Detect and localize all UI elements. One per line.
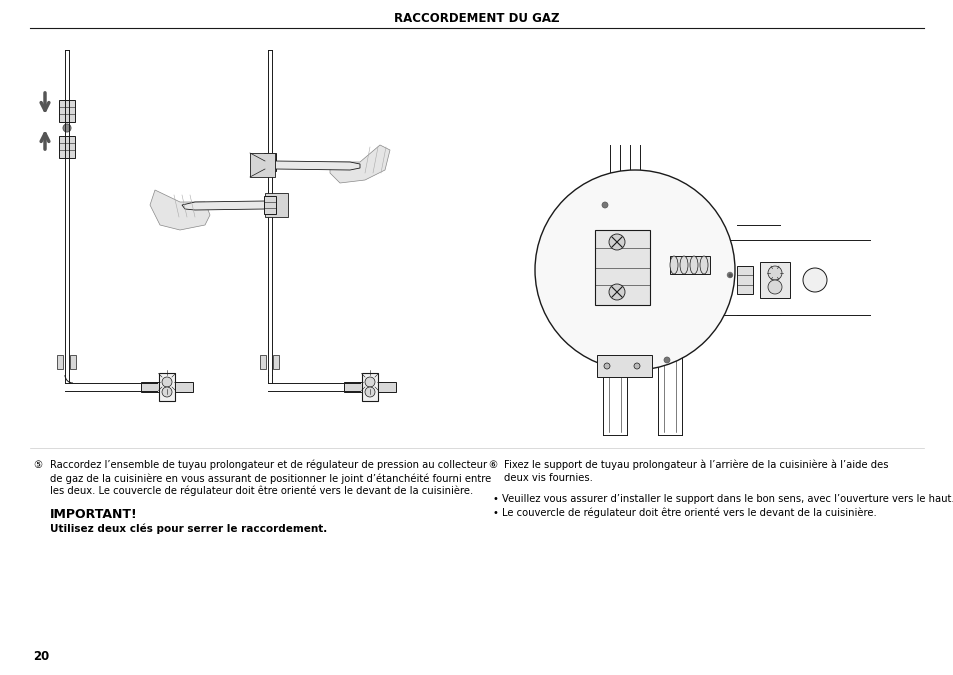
Text: • Veuillez vous assurer d’installer le support dans le bon sens, avec l’ouvertur: • Veuillez vous assurer d’installer le s… <box>493 494 953 504</box>
Text: IMPORTANT!: IMPORTANT! <box>50 508 137 521</box>
Bar <box>70 355 76 369</box>
Text: ⑥: ⑥ <box>488 460 497 470</box>
Text: deux vis fournies.: deux vis fournies. <box>503 473 592 483</box>
Ellipse shape <box>669 256 678 274</box>
Circle shape <box>767 266 781 280</box>
Circle shape <box>162 387 172 397</box>
Polygon shape <box>274 161 359 170</box>
Polygon shape <box>182 201 265 210</box>
Circle shape <box>365 377 375 387</box>
Circle shape <box>608 234 624 250</box>
Text: RACCORDEMENT DU GAZ: RACCORDEMENT DU GAZ <box>394 11 559 24</box>
Bar <box>273 355 278 369</box>
Text: 20: 20 <box>33 651 50 664</box>
Text: de gaz de la cuisinière en vous assurant de positionner le joint d’étanchéité fo: de gaz de la cuisinière en vous assurant… <box>50 473 491 483</box>
Circle shape <box>802 268 826 292</box>
Text: les deux. Le couvercle de régulateur doit être orienté vers le devant de la cuis: les deux. Le couvercle de régulateur doi… <box>50 486 473 497</box>
Circle shape <box>663 357 669 363</box>
Bar <box>361 373 377 401</box>
Circle shape <box>535 170 734 370</box>
Bar <box>377 382 395 392</box>
Bar <box>59 136 75 158</box>
Bar <box>57 355 63 369</box>
Text: • Le couvercle de régulateur doit être orienté vers le devant de la cuisinière.: • Le couvercle de régulateur doit être o… <box>493 507 876 518</box>
Ellipse shape <box>679 256 687 274</box>
Circle shape <box>63 124 71 132</box>
Circle shape <box>634 363 639 369</box>
Bar <box>669 256 709 274</box>
Polygon shape <box>150 190 210 230</box>
Bar <box>264 153 275 171</box>
Text: Raccordez l’ensemble de tuyau prolongateur et de régulateur de pression au colle: Raccordez l’ensemble de tuyau prolongate… <box>50 460 487 470</box>
Ellipse shape <box>700 256 707 274</box>
Circle shape <box>767 280 781 294</box>
Polygon shape <box>330 145 390 183</box>
Text: Fixez le support de tuyau prolongateur à l’arrière de la cuisinière à l’aide des: Fixez le support de tuyau prolongateur à… <box>503 460 887 470</box>
Circle shape <box>601 202 607 208</box>
Ellipse shape <box>689 256 698 274</box>
Circle shape <box>162 377 172 387</box>
Bar <box>595 230 649 305</box>
Bar <box>344 382 361 392</box>
Bar <box>597 355 651 377</box>
Circle shape <box>608 284 624 300</box>
Circle shape <box>365 387 375 397</box>
Text: ⑤: ⑤ <box>33 460 42 470</box>
Bar <box>141 382 159 392</box>
Polygon shape <box>265 193 288 217</box>
Circle shape <box>727 273 732 277</box>
Bar <box>760 262 789 298</box>
Bar <box>159 373 174 401</box>
Circle shape <box>603 363 609 369</box>
Bar <box>174 382 193 392</box>
Bar <box>264 196 275 214</box>
Polygon shape <box>250 153 274 177</box>
Bar <box>59 100 75 122</box>
Bar <box>260 355 266 369</box>
Bar <box>737 266 752 294</box>
Text: Utilisez deux clés pour serrer le raccordement.: Utilisez deux clés pour serrer le raccor… <box>50 524 327 535</box>
